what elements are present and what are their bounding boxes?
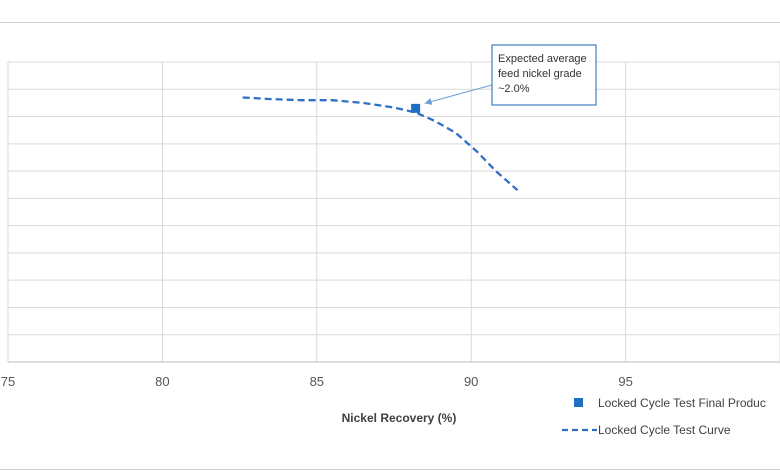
- legend-label-final-product: Locked Cycle Test Final Produc: [598, 396, 766, 410]
- callout-text-line: Expected average: [498, 53, 587, 65]
- callout-arrow-head: [424, 98, 433, 105]
- legend: Locked Cycle Test Final Produc Locked Cy…: [562, 396, 766, 437]
- x-tick-label: 90: [464, 374, 478, 389]
- legend-marker-final-product: [574, 398, 583, 407]
- x-tick-label: 95: [618, 374, 632, 389]
- annotation-callout: Expected average feed nickel grade ~2.0%: [424, 44, 597, 106]
- callout-arrow-line: [424, 84, 493, 104]
- callout-text-line: feed nickel grade: [498, 68, 582, 80]
- x-tick-labels: 75 80 85 90 95: [1, 374, 633, 389]
- gridlines: [7, 61, 780, 363]
- legend-label-curve: Locked Cycle Test Curve: [598, 423, 731, 437]
- data-point-final-product: [411, 103, 421, 113]
- x-tick-label: 85: [310, 374, 324, 389]
- callout-box: [491, 44, 597, 106]
- x-tick-label: 75: [1, 374, 15, 389]
- callout-text-line: ~2.0%: [498, 83, 530, 95]
- series-layer: [242, 96, 519, 192]
- x-tick-label: 80: [155, 374, 169, 389]
- x-axis-title: Nickel Recovery (%): [342, 411, 457, 425]
